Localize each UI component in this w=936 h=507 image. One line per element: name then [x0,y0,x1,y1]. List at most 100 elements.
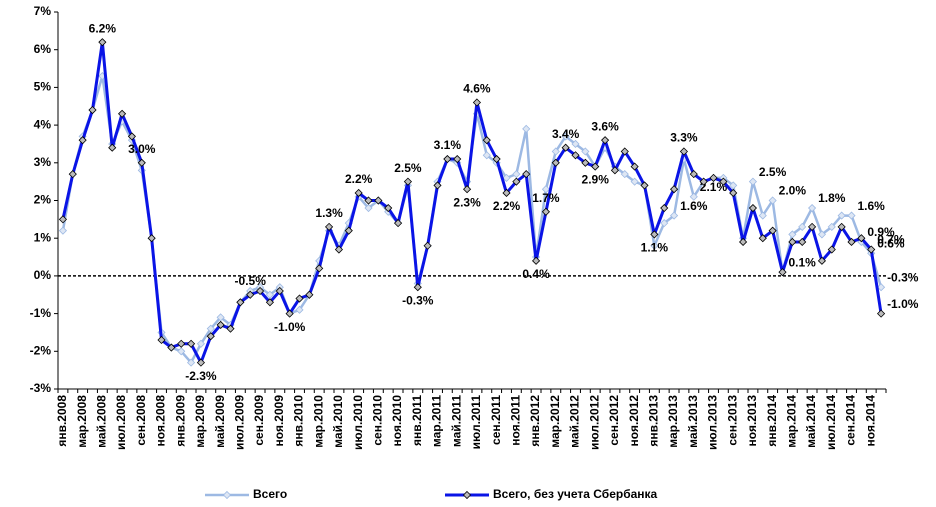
point-marker [778,268,787,277]
x-tick-label: июл.2010 [351,395,365,450]
point-marker [650,241,659,250]
x-tick-label: мар.2013 [666,395,680,448]
point-marker [630,162,639,171]
x-tick-label: янв.2013 [647,395,661,447]
x-tick-label: май.2013 [686,395,700,448]
point-marker [679,147,688,156]
point-marker [748,177,757,186]
point-marker [571,151,580,160]
legend-label: Всего, без учета Сбербанка [493,487,658,501]
point-marker [748,203,757,213]
point-marker [877,283,886,292]
point-marker [847,211,856,220]
point-marker [719,177,728,186]
point-marker [364,203,373,213]
point-marker [413,283,422,292]
data-label: 3.0% [128,142,156,156]
point-marker [867,245,876,254]
data-label: 1.7% [532,191,560,205]
point-marker [877,309,886,318]
x-tick-label: сен.2008 [134,395,148,446]
point-marker [689,192,698,201]
y-tick-label: 1% [34,230,52,244]
point-marker [512,170,521,179]
point-marker [334,245,343,254]
point-marker [325,222,334,231]
y-tick-label: 3% [34,155,52,169]
point-marker [502,173,511,182]
point-marker [177,347,186,356]
point-marker [709,173,718,182]
point-marker [660,219,669,228]
point-marker [295,305,304,314]
series-line [61,74,883,364]
point-marker [827,245,836,254]
y-tick-label: 4% [34,117,52,131]
data-label: 0.4% [522,267,550,281]
point-marker [670,211,679,220]
point-marker [857,234,866,243]
legend-marker [222,490,232,500]
point-marker [522,170,531,179]
point-marker [463,185,472,194]
x-tick-label: ноя.2008 [154,395,168,447]
data-label: 2.0% [779,184,807,198]
point-marker [423,241,432,250]
point-marker [847,237,856,247]
point-marker [127,132,136,141]
point-marker [551,158,560,167]
x-tick-label: янв.2010 [292,395,306,447]
point-marker [265,298,274,307]
point-marker [108,143,117,152]
x-tick-label: ноя.2009 [272,395,286,447]
x-tick-label: май.2008 [95,395,109,448]
point-marker [68,170,77,179]
point-marker [187,339,196,348]
x-tick-label: июл.2012 [587,395,601,450]
data-label: 6.2% [89,21,117,35]
data-label: 3.4% [552,127,580,141]
point-marker [364,196,373,205]
point-marker [482,136,491,145]
point-marker [512,177,521,186]
point-marker [571,139,580,149]
data-label: -0.3% [402,293,434,307]
y-tick-label: 0% [34,268,52,282]
point-marker [808,222,817,231]
point-marker [196,358,205,367]
data-label: 1.6% [680,199,708,213]
point-marker [532,256,541,265]
point-marker [177,339,186,348]
point-marker [443,154,452,164]
point-marker [305,290,314,299]
data-label: -1.0% [274,320,306,334]
data-label: 2.1% [700,180,728,194]
point-marker [167,343,176,352]
point-marker [482,151,491,160]
data-label: 1.1% [641,241,669,255]
point-marker [236,298,245,307]
data-label: -0.3% [887,270,919,284]
x-tick-label: май.2012 [568,395,582,448]
x-tick-label: ноя.2014 [863,395,877,447]
x-tick-label: мар.2008 [75,395,89,448]
x-tick-label: сен.2014 [844,395,858,446]
point-marker [394,219,403,228]
point-marker [187,358,196,367]
point-marker [295,294,304,303]
point-marker [58,226,67,235]
point-marker [354,188,363,198]
point-marker [98,38,107,47]
point-marker [453,154,462,164]
point-marker [196,339,205,348]
point-marker [837,222,846,231]
x-tick-label: янв.2012 [528,395,542,447]
point-marker [147,234,156,243]
data-label: 1.3% [315,206,343,220]
x-tick-label: мар.2011 [430,395,444,447]
point-marker [502,188,511,198]
data-label: 2.3% [453,195,481,209]
y-tick-label: 6% [34,42,52,56]
legend-label: Всего [253,487,287,501]
